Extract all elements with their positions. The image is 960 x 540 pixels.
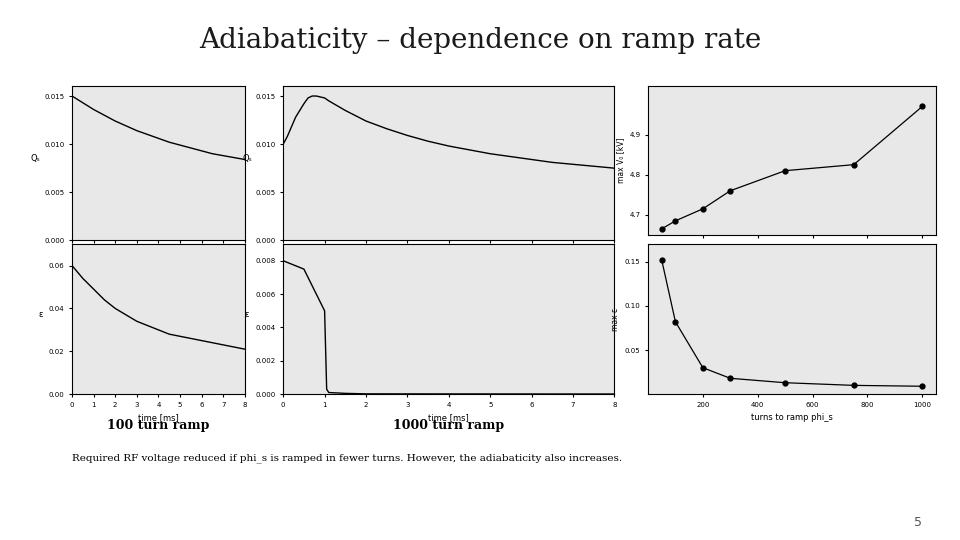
Y-axis label: ε: ε xyxy=(245,310,250,319)
Text: 5: 5 xyxy=(914,516,922,529)
Text: 1000 turn ramp: 1000 turn ramp xyxy=(394,418,504,431)
Text: Adiabaticity – dependence on ramp rate: Adiabaticity – dependence on ramp rate xyxy=(199,27,761,54)
Y-axis label: max ε: max ε xyxy=(612,308,620,330)
Y-axis label: Qₛ: Qₛ xyxy=(242,154,252,163)
X-axis label: turns to ramp phi_s: turns to ramp phi_s xyxy=(751,414,833,422)
X-axis label: time [ms]: time [ms] xyxy=(428,414,469,422)
Y-axis label: Qₛ: Qₛ xyxy=(31,154,40,163)
Text: 100 turn ramp: 100 turn ramp xyxy=(108,418,209,431)
Y-axis label: ε: ε xyxy=(38,310,42,319)
Y-axis label: max V₀ [kV]: max V₀ [kV] xyxy=(616,138,625,184)
Text: Required RF voltage reduced if phi_s is ramped in fewer turns. However, the adia: Required RF voltage reduced if phi_s is … xyxy=(72,454,622,463)
X-axis label: time [ms]: time [ms] xyxy=(138,414,179,422)
